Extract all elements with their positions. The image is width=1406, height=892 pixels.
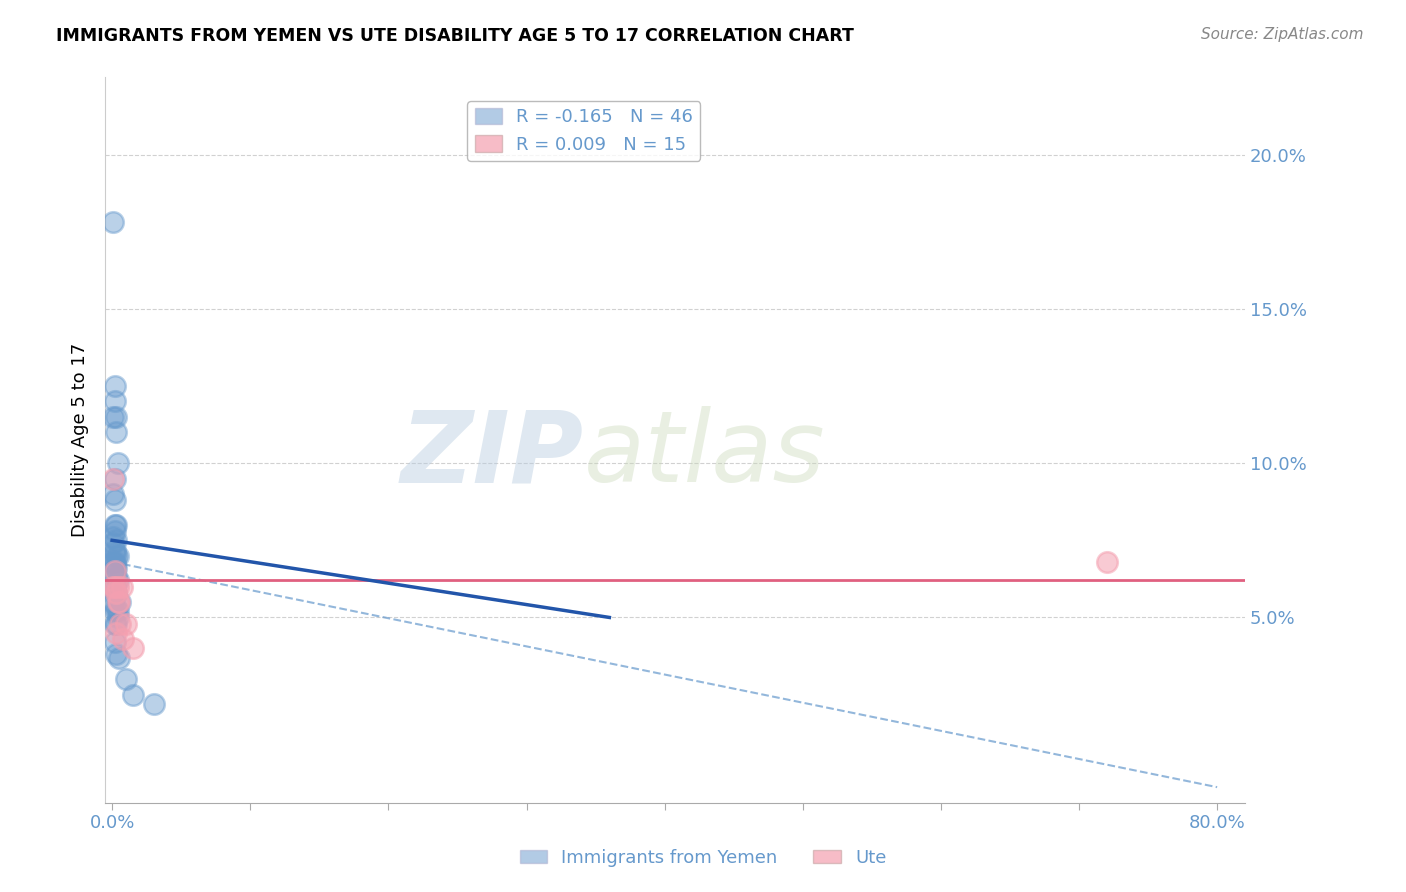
Point <box>104 546 127 560</box>
Point <box>112 632 135 646</box>
Point <box>103 580 125 594</box>
Text: IMMIGRANTS FROM YEMEN VS UTE DISABILITY AGE 5 TO 17 CORRELATION CHART: IMMIGRANTS FROM YEMEN VS UTE DISABILITY … <box>56 27 853 45</box>
Point <box>103 580 125 594</box>
Point <box>111 580 134 594</box>
Point <box>105 648 128 662</box>
Point <box>105 570 128 584</box>
Point <box>104 472 127 486</box>
Point <box>104 589 127 603</box>
Point <box>142 697 165 711</box>
Point <box>103 409 125 424</box>
Point <box>103 536 125 550</box>
Point <box>110 616 132 631</box>
Point <box>104 542 127 557</box>
Y-axis label: Disability Age 5 to 17: Disability Age 5 to 17 <box>72 343 89 537</box>
Point <box>103 595 125 609</box>
Point <box>104 517 127 532</box>
Point <box>103 564 125 578</box>
Point <box>103 530 125 544</box>
Point <box>104 555 127 569</box>
Point <box>105 626 128 640</box>
Point <box>104 394 127 409</box>
Point <box>104 580 127 594</box>
Point <box>103 215 125 229</box>
Point <box>110 595 132 609</box>
Point <box>105 425 128 440</box>
Point <box>104 604 127 618</box>
Point <box>107 456 129 470</box>
Point <box>115 672 138 686</box>
Point <box>107 595 129 609</box>
Point <box>121 688 143 702</box>
Point <box>105 616 128 631</box>
Point <box>105 586 128 600</box>
Point <box>108 595 131 609</box>
Point <box>104 379 127 393</box>
Text: Source: ZipAtlas.com: Source: ZipAtlas.com <box>1201 27 1364 42</box>
Point <box>107 549 129 563</box>
Point <box>107 604 129 618</box>
Point <box>104 580 127 594</box>
Point <box>104 564 127 578</box>
Point <box>107 580 129 594</box>
Point <box>104 635 127 649</box>
Point <box>104 616 127 631</box>
Point <box>1095 555 1118 569</box>
Point <box>105 586 128 600</box>
Point <box>107 574 129 588</box>
Point <box>105 409 128 424</box>
Point <box>104 564 127 578</box>
Point <box>105 549 128 563</box>
Point <box>104 493 127 508</box>
Point <box>104 558 127 572</box>
Text: atlas: atlas <box>583 406 825 503</box>
Point <box>105 533 128 548</box>
Point <box>103 487 125 501</box>
Legend: R = -0.165   N = 46, R = 0.009   N = 15: R = -0.165 N = 46, R = 0.009 N = 15 <box>467 101 700 161</box>
Point <box>104 524 127 538</box>
Point <box>105 601 128 615</box>
Point <box>103 472 125 486</box>
Point <box>105 517 128 532</box>
Point <box>121 641 143 656</box>
Point <box>108 650 131 665</box>
Point <box>107 610 129 624</box>
Text: ZIP: ZIP <box>401 406 583 503</box>
Point <box>103 555 125 569</box>
Point <box>105 561 128 575</box>
Point <box>115 616 138 631</box>
Legend: Immigrants from Yemen, Ute: Immigrants from Yemen, Ute <box>512 842 894 874</box>
